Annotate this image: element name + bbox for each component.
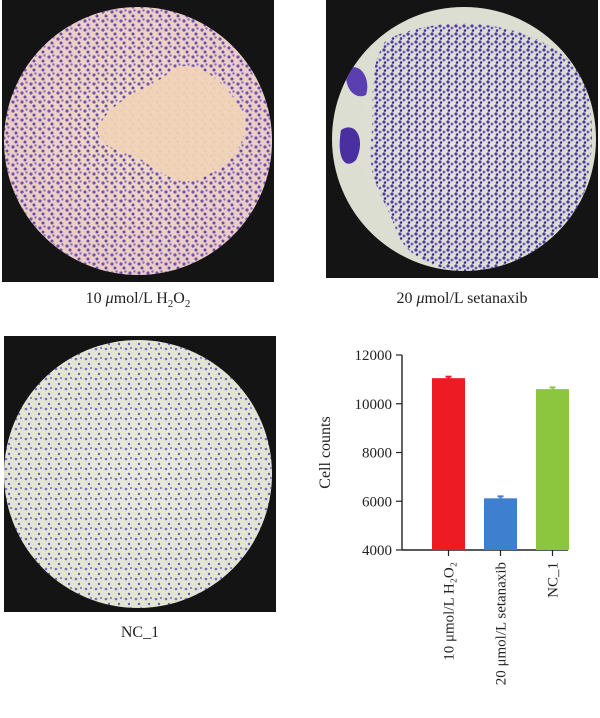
micrograph-setanaxib-image bbox=[332, 7, 596, 271]
caption-nc1: NC_1 bbox=[4, 624, 276, 642]
caption-text: NC_1 bbox=[120, 624, 160, 641]
y-tick-label: 6000 bbox=[362, 494, 392, 510]
caption-subscript: 2 bbox=[184, 298, 191, 311]
x-tick-label: 10 μmol/L H₂O₂ bbox=[442, 562, 458, 661]
caption-mu: μ bbox=[416, 290, 425, 307]
bar bbox=[432, 378, 465, 550]
micrograph-nc1-image bbox=[4, 340, 272, 608]
caption-text: 10 bbox=[85, 290, 106, 307]
bar bbox=[484, 498, 517, 550]
micrograph-nc1 bbox=[4, 336, 276, 612]
x-tick-label: 20 μmol/L setanaxib bbox=[494, 562, 510, 685]
y-tick-label: 10000 bbox=[355, 397, 393, 413]
y-tick-label: 4000 bbox=[362, 543, 392, 559]
y-axis-label: Cell counts bbox=[317, 416, 334, 488]
y-tick-label: 8000 bbox=[362, 446, 392, 462]
caption-mu: μ bbox=[105, 290, 114, 307]
micrograph-h2o2-image bbox=[4, 7, 272, 275]
caption-text: 20 bbox=[396, 290, 417, 307]
caption-text: mol/L H bbox=[113, 290, 168, 307]
caption-text: O bbox=[173, 290, 185, 307]
bar bbox=[536, 389, 569, 550]
micrograph-h2o2 bbox=[2, 0, 274, 282]
caption-text: mol/L setanaxib bbox=[424, 290, 528, 307]
caption-setanaxib: 20 μmol/L setanaxib bbox=[326, 290, 598, 308]
caption-h2o2: 10 μmol/L H2O2 bbox=[2, 290, 274, 310]
cell-count-bar-chart: 4000 6000 8000 10000 12000 Cell counts 10 μmol… bbox=[317, 348, 569, 685]
y-tick-label: 12000 bbox=[355, 348, 393, 364]
x-tick-label: NC_1 bbox=[546, 562, 562, 598]
caption-subscript: 2 bbox=[167, 298, 174, 311]
micrograph-setanaxib bbox=[326, 0, 598, 278]
